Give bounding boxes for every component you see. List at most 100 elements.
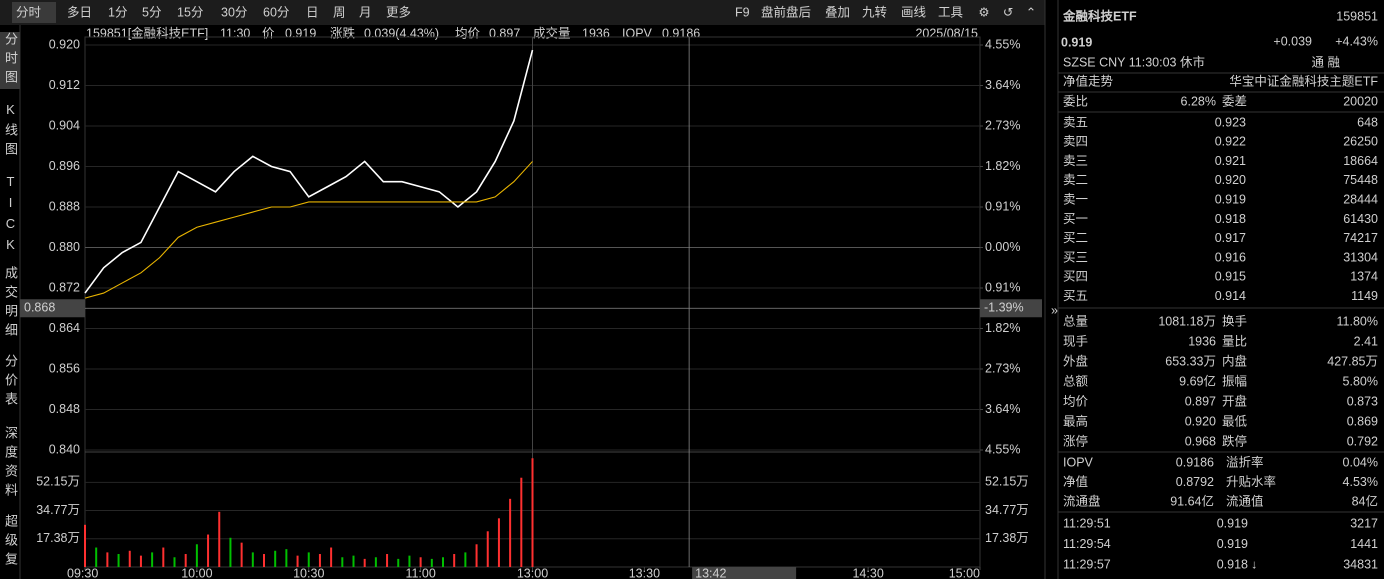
- volume-bar: [386, 554, 389, 567]
- quote-change: +0.039: [1273, 34, 1312, 48]
- toolbar-tab[interactable]: 30分: [221, 5, 247, 19]
- quote-code: 159851: [1336, 9, 1378, 23]
- volume-bar: [218, 511, 221, 567]
- volume-bar: [139, 555, 142, 567]
- toolbar-tab[interactable]: 多日: [67, 5, 92, 19]
- trade-time: 11:29:57: [1063, 557, 1111, 571]
- volume-bar: [274, 550, 277, 567]
- y-tick-label: 0.880: [49, 240, 80, 254]
- volume-bar: [363, 558, 366, 567]
- sidebar-tab[interactable]: TICK: [3, 174, 18, 258]
- info-date: 2025/08/15: [915, 26, 978, 40]
- sidebar-tab[interactable]: 分时图: [0, 32, 20, 89]
- volume-bar: [341, 557, 344, 567]
- toolbar-tab[interactable]: 周: [333, 5, 346, 19]
- volume-bar: [497, 518, 500, 567]
- toolbar-icon[interactable]: ↺: [1003, 5, 1013, 19]
- toolbar-tool[interactable]: 画线: [901, 5, 927, 19]
- collapse-icon[interactable]: »: [1051, 303, 1058, 317]
- toolbar-icon[interactable]: ⌃: [1026, 5, 1036, 19]
- stat-label: 外盘: [1063, 353, 1088, 368]
- stat-label: 内盘: [1222, 353, 1247, 368]
- stat-value: 653.33万: [1165, 354, 1216, 368]
- volume-bar: [240, 542, 243, 567]
- book-volume: 1149: [1351, 289, 1378, 303]
- toolbar-tool[interactable]: 工具: [938, 5, 964, 19]
- crosshair-box: [980, 299, 1042, 318]
- stat-label: 现手: [1063, 334, 1088, 348]
- book-volume: 26250: [1343, 135, 1378, 149]
- crosshair-pct: -1.39%: [984, 301, 1024, 315]
- info-time: 11:30: [220, 26, 250, 40]
- stat-label: 开盘: [1222, 393, 1247, 408]
- stat-label: 最低: [1222, 414, 1248, 428]
- volume-bar: [464, 552, 467, 567]
- volume-bar: [184, 554, 187, 567]
- y2-tick-label: 0.00%: [985, 240, 1020, 254]
- info-change-label: 涨跌: [330, 25, 356, 40]
- book-price: 0.917: [1215, 231, 1246, 245]
- crosshair-price: 0.868: [24, 301, 55, 315]
- toolbar-icon[interactable]: ⚙: [978, 5, 989, 19]
- sidebar-tab[interactable]: 超级复: [3, 514, 18, 571]
- volume-bar: [430, 558, 433, 567]
- book-price: 0.916: [1215, 250, 1246, 264]
- toolbar-tool[interactable]: 九转: [862, 4, 887, 19]
- toolbar-bg: [0, 0, 1045, 25]
- info-volume: 1936: [582, 26, 610, 40]
- volume-bar: [520, 477, 523, 567]
- stat-label: 最高: [1063, 413, 1088, 428]
- volume-bar: [229, 537, 232, 567]
- book-price: 0.921: [1215, 154, 1246, 168]
- volume-bar: [475, 544, 478, 567]
- volume-bar: [374, 557, 377, 567]
- volume-bar: [173, 557, 176, 567]
- index-name: 华宝中证金融科技主题ETF: [1229, 73, 1378, 88]
- toolbar-tool[interactable]: 叠加: [825, 5, 850, 19]
- stat-value: 0.968: [1185, 434, 1216, 448]
- toolbar-tab[interactable]: 更多: [386, 5, 411, 19]
- y-tick-label: 0.856: [49, 361, 80, 375]
- stat-value: 0.869: [1347, 414, 1378, 428]
- sidebar-tab[interactable]: 深度资料: [3, 426, 18, 502]
- y2-tick-label: 0.91%: [985, 280, 1020, 294]
- toolbar-tab[interactable]: 5分: [142, 5, 161, 19]
- y2-tick-label: 0.91%: [985, 199, 1020, 213]
- volume-bar: [162, 547, 165, 567]
- book-label: 卖三: [1063, 154, 1088, 168]
- volume-bar: [453, 554, 456, 567]
- toolbar-tab[interactable]: 60分: [263, 5, 289, 19]
- stat-value: 5.80%: [1343, 374, 1378, 388]
- book-price: 0.915: [1215, 270, 1246, 284]
- book-label: 卖四: [1063, 135, 1088, 149]
- toolbar-tab[interactable]: 15分: [177, 5, 203, 19]
- sidebar-tab[interactable]: K线图: [3, 102, 18, 161]
- volume-tick-label: 34.77万: [36, 503, 80, 517]
- stat-label: 净值: [1063, 474, 1088, 489]
- volume-bar: [106, 552, 109, 567]
- stat-value: 1081.18万: [1158, 314, 1216, 328]
- sidebar-tab[interactable]: 分价表: [3, 354, 18, 411]
- toolbar-tab[interactable]: 日: [306, 5, 319, 19]
- y-tick-label: 0.912: [49, 78, 80, 92]
- info-avg: 0.897: [489, 26, 520, 40]
- info-volume-label: 成交量: [533, 25, 571, 40]
- book-volume: 75448: [1343, 173, 1378, 187]
- crosshair-time: 13:42: [695, 566, 726, 579]
- toolbar-tab[interactable]: 分时: [16, 5, 42, 19]
- quote-flags: 通 融: [1312, 55, 1341, 69]
- toolbar-tool[interactable]: 盘前盘后: [761, 4, 811, 19]
- volume-bar: [318, 554, 321, 567]
- trade-price: 0.918: [1217, 557, 1248, 571]
- sidebar-tab[interactable]: 成交明细: [3, 266, 18, 342]
- volume-tick-label-right: 17.38万: [985, 531, 1029, 545]
- stat-label: 流通值: [1226, 493, 1264, 508]
- y-tick-label: 0.920: [49, 37, 80, 51]
- book-price: 0.922: [1215, 135, 1246, 149]
- toolbar-tab[interactable]: 月: [359, 5, 372, 19]
- toolbar-tab[interactable]: 1分: [108, 5, 127, 19]
- toolbar-tool[interactable]: F9: [735, 5, 750, 19]
- quote-name: 金融科技ETF: [1062, 8, 1137, 23]
- trade-volume: 1441: [1350, 537, 1378, 551]
